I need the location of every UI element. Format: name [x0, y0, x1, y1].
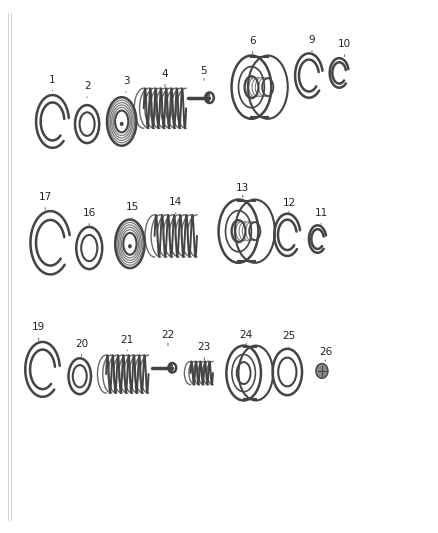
Text: 4: 4 — [162, 69, 168, 87]
Text: 19: 19 — [32, 322, 45, 341]
Text: 6: 6 — [249, 36, 256, 54]
Text: 2: 2 — [84, 82, 90, 98]
Text: 13: 13 — [236, 183, 249, 198]
Text: 9: 9 — [309, 35, 315, 52]
Text: 12: 12 — [283, 198, 296, 213]
Text: 24: 24 — [240, 330, 253, 344]
Text: 21: 21 — [121, 335, 134, 351]
Text: 17: 17 — [39, 192, 52, 209]
Text: 16: 16 — [83, 208, 96, 225]
Text: 1: 1 — [49, 75, 56, 91]
Text: 15: 15 — [126, 202, 139, 218]
Text: 10: 10 — [338, 39, 351, 56]
Text: 5: 5 — [201, 66, 207, 80]
Text: 26: 26 — [319, 347, 332, 361]
Text: 20: 20 — [75, 339, 88, 356]
Circle shape — [316, 364, 328, 378]
Circle shape — [120, 123, 123, 125]
Text: 3: 3 — [123, 76, 129, 92]
Text: 11: 11 — [314, 208, 328, 224]
Circle shape — [129, 245, 131, 248]
Text: 14: 14 — [169, 197, 182, 214]
Text: 23: 23 — [198, 342, 211, 360]
Text: 25: 25 — [283, 332, 296, 347]
Text: 22: 22 — [161, 330, 175, 345]
